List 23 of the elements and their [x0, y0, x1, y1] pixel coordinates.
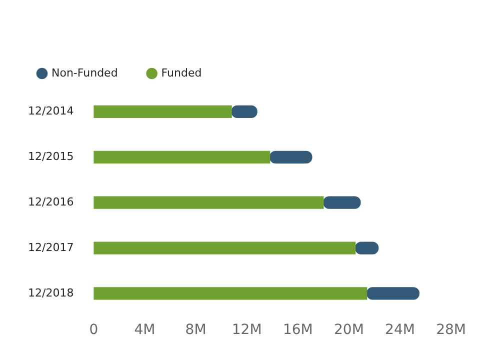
- x-tick-label: 4M: [134, 322, 156, 338]
- bar: [366, 287, 420, 300]
- y-tick-label: 12/2014: [28, 104, 74, 118]
- bar: [94, 242, 356, 254]
- x-tick-label: 20M: [334, 322, 364, 338]
- x-tick-label: 16M: [282, 322, 313, 338]
- x-tick-label: 12M: [232, 322, 262, 338]
- bar: [323, 196, 361, 209]
- bar: [94, 105, 232, 118]
- y-tick-label: 12/2015: [28, 150, 74, 164]
- legend-label: Non-Funded: [52, 66, 118, 80]
- bar: [94, 287, 368, 300]
- x-tick-label: 0: [89, 322, 98, 338]
- x-tick-label: 28M: [436, 322, 466, 338]
- y-tick-label: 12/2016: [28, 195, 74, 208]
- x-tick-label: 8M: [185, 322, 206, 338]
- bar: [94, 196, 324, 209]
- y-tick-label: 12/2018: [28, 286, 74, 300]
- x-tick-label: 24M: [385, 322, 415, 338]
- bar: [269, 150, 312, 164]
- legend-label: Funded: [161, 66, 202, 80]
- y-tick-label: 12/2017: [28, 240, 74, 254]
- bar: [94, 150, 270, 164]
